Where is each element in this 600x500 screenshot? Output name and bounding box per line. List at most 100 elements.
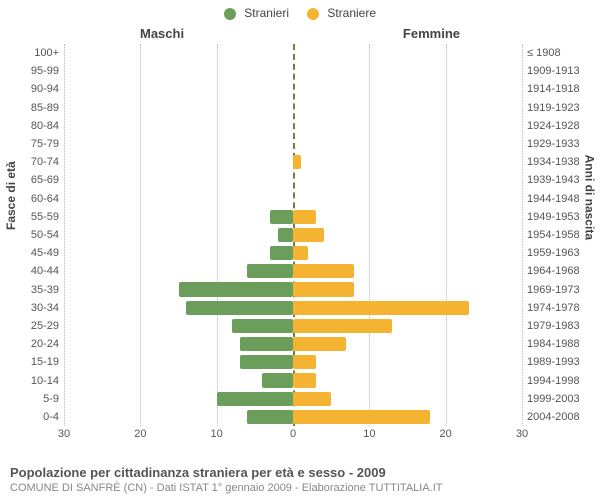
legend-swatch-male [224, 8, 236, 20]
bar-female [293, 246, 308, 260]
legend-item-male: Stranieri [224, 6, 289, 20]
pyramid-row: 55-591949-1953 [64, 208, 522, 226]
bar-male [186, 301, 293, 315]
x-tick-label: 10 [211, 428, 223, 440]
age-label: 10-14 [31, 375, 64, 387]
bar-male [270, 246, 293, 260]
pyramid-row: 10-141994-1998 [64, 371, 522, 389]
age-label: 75-79 [31, 138, 64, 150]
birth-year-label: 1999-2003 [522, 393, 580, 405]
bar-female [293, 410, 430, 424]
birth-year-label: 1929-1933 [522, 138, 580, 150]
pyramid-row: 60-641944-1948 [64, 190, 522, 208]
birth-year-label: 1954-1958 [522, 229, 580, 241]
legend-swatch-female [307, 8, 319, 20]
birth-year-label: 1964-1968 [522, 265, 580, 277]
legend: Stranieri Straniere [0, 0, 600, 20]
bar-female [293, 228, 324, 242]
pyramid-row: 90-941914-1918 [64, 80, 522, 98]
bar-male [247, 410, 293, 424]
bar-male [262, 373, 293, 387]
pyramid-row: 15-191989-1993 [64, 353, 522, 371]
age-label: 85-89 [31, 102, 64, 114]
pyramid-row: 20-241984-1988 [64, 335, 522, 353]
birth-year-label: 2004-2008 [522, 411, 580, 423]
age-label: 80-84 [31, 120, 64, 132]
bar-female [293, 373, 316, 387]
age-label: 55-59 [31, 211, 64, 223]
birth-year-label: 1944-1948 [522, 193, 580, 205]
age-label: 35-39 [31, 284, 64, 296]
age-label: 100+ [34, 47, 64, 59]
birth-year-label: ≤ 1908 [522, 47, 561, 59]
age-label: 5-9 [43, 393, 64, 405]
bar-female [293, 301, 469, 315]
pyramid-row: 30-341974-1978 [64, 299, 522, 317]
bar-female [293, 264, 354, 278]
birth-year-label: 1939-1943 [522, 174, 580, 186]
pyramid-row: 35-391969-1973 [64, 280, 522, 298]
pyramid-row: 95-991909-1913 [64, 62, 522, 80]
bar-female [293, 155, 301, 169]
birth-year-label: 1984-1988 [522, 338, 580, 350]
age-label: 15-19 [31, 356, 64, 368]
age-label: 20-24 [31, 338, 64, 350]
bar-female [293, 392, 331, 406]
age-label: 95-99 [31, 65, 64, 77]
x-tick-label: 10 [363, 428, 375, 440]
birth-year-label: 1919-1923 [522, 102, 580, 114]
footer-title: Popolazione per cittadinanza straniera p… [10, 465, 590, 480]
pyramid-row: 85-891919-1923 [64, 99, 522, 117]
birth-year-label: 1959-1963 [522, 247, 580, 259]
x-tick-label: 20 [134, 428, 146, 440]
age-label: 40-44 [31, 265, 64, 277]
legend-label-male: Stranieri [244, 6, 289, 20]
bar-male [240, 355, 293, 369]
pyramid-row: 80-841924-1928 [64, 117, 522, 135]
bar-female [293, 355, 316, 369]
pyramid-row: 45-491959-1963 [64, 244, 522, 262]
plot-area: 100+≤ 190895-991909-191390-941914-191885… [64, 44, 522, 426]
bar-male [270, 210, 293, 224]
pyramid-row: 75-791929-1933 [64, 135, 522, 153]
side-title-male: Maschi [140, 26, 184, 41]
pyramid-row: 40-441964-1968 [64, 262, 522, 280]
age-label: 25-29 [31, 320, 64, 332]
legend-label-female: Straniere [327, 6, 376, 20]
bar-male [179, 282, 294, 296]
age-label: 50-54 [31, 229, 64, 241]
bar-male [232, 319, 293, 333]
birth-year-label: 1989-1993 [522, 356, 580, 368]
bar-female [293, 282, 354, 296]
legend-item-female: Straniere [307, 6, 376, 20]
bar-male [240, 337, 293, 351]
footer-subtitle: COMUNE DI SANFRÈ (CN) - Dati ISTAT 1° ge… [10, 482, 590, 494]
age-label: 60-64 [31, 193, 64, 205]
pyramid-row: 50-541954-1958 [64, 226, 522, 244]
pyramid-row: 100+≤ 1908 [64, 44, 522, 62]
birth-year-label: 1979-1983 [522, 320, 580, 332]
birth-year-label: 1949-1953 [522, 211, 580, 223]
birth-year-label: 1974-1978 [522, 302, 580, 314]
y-axis-left-title: Fasce di età [4, 161, 18, 230]
birth-year-label: 1914-1918 [522, 83, 580, 95]
pyramid-row: 65-691939-1943 [64, 171, 522, 189]
pyramid-row: 0-42004-2008 [64, 408, 522, 426]
x-tick-label: 0 [290, 428, 296, 440]
x-tick-label: 30 [516, 428, 528, 440]
population-pyramid-chart: Stranieri Straniere Maschi Femmine Fasce… [0, 0, 600, 500]
age-label: 30-34 [31, 302, 64, 314]
birth-year-label: 1934-1938 [522, 156, 580, 168]
age-label: 70-74 [31, 156, 64, 168]
x-tick-label: 20 [440, 428, 452, 440]
age-label: 65-69 [31, 174, 64, 186]
chart-footer: Popolazione per cittadinanza straniera p… [10, 465, 590, 494]
birth-year-label: 1969-1973 [522, 284, 580, 296]
side-title-female: Femmine [403, 26, 460, 41]
x-tick-label: 30 [58, 428, 70, 440]
bar-male [217, 392, 293, 406]
bar-female [293, 319, 392, 333]
y-axis-right-title: Anni di nascita [582, 155, 596, 240]
pyramid-row: 5-91999-2003 [64, 390, 522, 408]
bar-male [278, 228, 293, 242]
